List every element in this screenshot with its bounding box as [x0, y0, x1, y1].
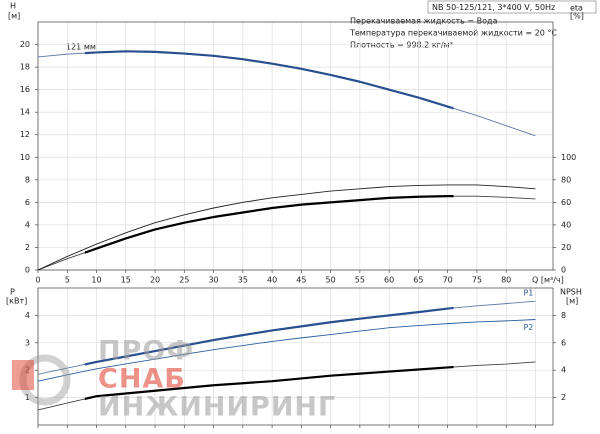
series-line	[37, 50, 536, 137]
annotation: Плотность = 998.2 кг/м³	[350, 41, 453, 50]
x-tick-label: 35	[238, 276, 248, 285]
y-axis-unit: [кВт]	[6, 297, 27, 306]
y-tick-label: 16	[20, 85, 30, 94]
watermark: ПРОФ СНАБ ИНЖИНИРИНГ	[12, 336, 336, 423]
x-tick-label: 65	[413, 276, 423, 285]
y2-tick-label: 80	[561, 175, 571, 184]
y2-tick-label: 2	[561, 393, 566, 402]
y-tick-label: 18	[20, 63, 30, 72]
y-tick-label: 0	[25, 266, 30, 275]
x-tick-label: 50	[326, 276, 336, 285]
x-tick-label: 10	[91, 276, 101, 285]
watermark-text: СНАБ	[98, 364, 186, 395]
x-tick-label: 0	[35, 276, 40, 285]
x-tick-label: 40	[267, 276, 277, 285]
x-tick-label: 20	[150, 276, 160, 285]
y-tick-label: 4	[25, 220, 30, 229]
plot-panel: 0 5 10 15 20 25 30 35 40 45 50 55 60 65 70 75 80 0 2 4 6 8 10 1…	[20, 21, 576, 285]
watermark-text: ИНЖИНИРИНГ	[98, 392, 336, 423]
x-axis-label: Q [м³/ч]	[532, 276, 564, 285]
y-tick-label: 20	[20, 40, 30, 49]
y-tick-label: 1	[25, 393, 30, 402]
y2-tick-label: 0	[561, 266, 566, 275]
y-axis-label: H	[10, 2, 16, 11]
y-tick-label: 14	[20, 108, 30, 117]
x-tick-label: 30	[208, 276, 218, 285]
y2-tick-label: 20	[561, 243, 571, 252]
y2-tick-label: 4	[561, 366, 566, 375]
plot-frame	[37, 287, 554, 426]
watermark-logo	[12, 360, 34, 390]
y2-tick-label: 40	[561, 220, 571, 229]
series-line-duty	[84, 195, 454, 254]
y2-tick-label: 8	[561, 311, 566, 320]
plot-frame	[37, 21, 554, 271]
annotation: Перекачиваемая жидкость = Вода	[350, 17, 498, 26]
series-line	[37, 319, 536, 382]
x-tick-label: 75	[472, 276, 482, 285]
y-tick-label: 2	[25, 243, 30, 252]
x-tick-label: 5	[65, 276, 70, 285]
y-tick-label: 12	[20, 130, 30, 139]
annotation: Температура перекачиваемой жидкости = 20…	[349, 29, 557, 38]
y2-axis-unit: [м]	[566, 297, 578, 306]
series-line	[37, 184, 536, 271]
curve-label: 121 мм	[66, 43, 96, 52]
y-tick-label: 8	[25, 175, 30, 184]
y-tick-label: 3	[25, 338, 30, 347]
watermark-text: ПРОФ	[98, 336, 194, 367]
y2-tick-label: 60	[561, 198, 571, 207]
x-tick-label: 25	[179, 276, 189, 285]
y2-tick-label: 6	[561, 338, 566, 347]
series-label: P2	[523, 323, 533, 332]
x-tick-label: 80	[501, 276, 511, 285]
y-axis-unit: [м]	[8, 12, 20, 21]
series-line-duty	[84, 306, 454, 366]
title-box	[427, 0, 597, 14]
chart-title: NB 50-125/121, 3*400 V, 50Hz	[432, 3, 555, 12]
y-tick-label: 4	[25, 311, 30, 320]
x-tick-label: 15	[121, 276, 131, 285]
y2-axis-label: eta	[570, 4, 583, 13]
y2-axis-unit: [%]	[570, 12, 584, 21]
y-axis-label: P	[10, 288, 15, 297]
x-tick-label: 55	[355, 276, 365, 285]
plots: 0 5 10 15 20 25 30 35 40 45 50 55 60 65 70 75 8002468101…	[20, 21, 576, 428]
y-tick-label: 10	[20, 153, 30, 162]
x-tick-label: 60	[384, 276, 394, 285]
series-label: P1	[523, 289, 533, 298]
y2-tick-label: 100	[561, 153, 576, 162]
x-tick-label: 70	[443, 276, 453, 285]
x-tick-label: 45	[296, 276, 306, 285]
series-line-duty	[84, 365, 454, 401]
y2-axis-label: NPSH	[560, 288, 582, 297]
series-line-duty	[84, 50, 454, 110]
y-tick-label: 6	[25, 198, 30, 207]
